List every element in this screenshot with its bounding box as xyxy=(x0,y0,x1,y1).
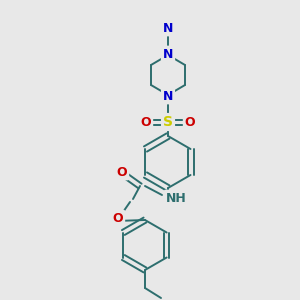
Text: N: N xyxy=(163,22,173,34)
Text: S: S xyxy=(163,115,173,129)
Text: NH: NH xyxy=(166,191,186,205)
Text: O: O xyxy=(185,116,195,128)
Text: N: N xyxy=(163,47,173,61)
Text: O: O xyxy=(113,212,123,224)
Text: O: O xyxy=(141,116,151,128)
Text: N: N xyxy=(163,49,173,62)
Text: N: N xyxy=(163,89,173,103)
Text: O: O xyxy=(117,166,127,178)
